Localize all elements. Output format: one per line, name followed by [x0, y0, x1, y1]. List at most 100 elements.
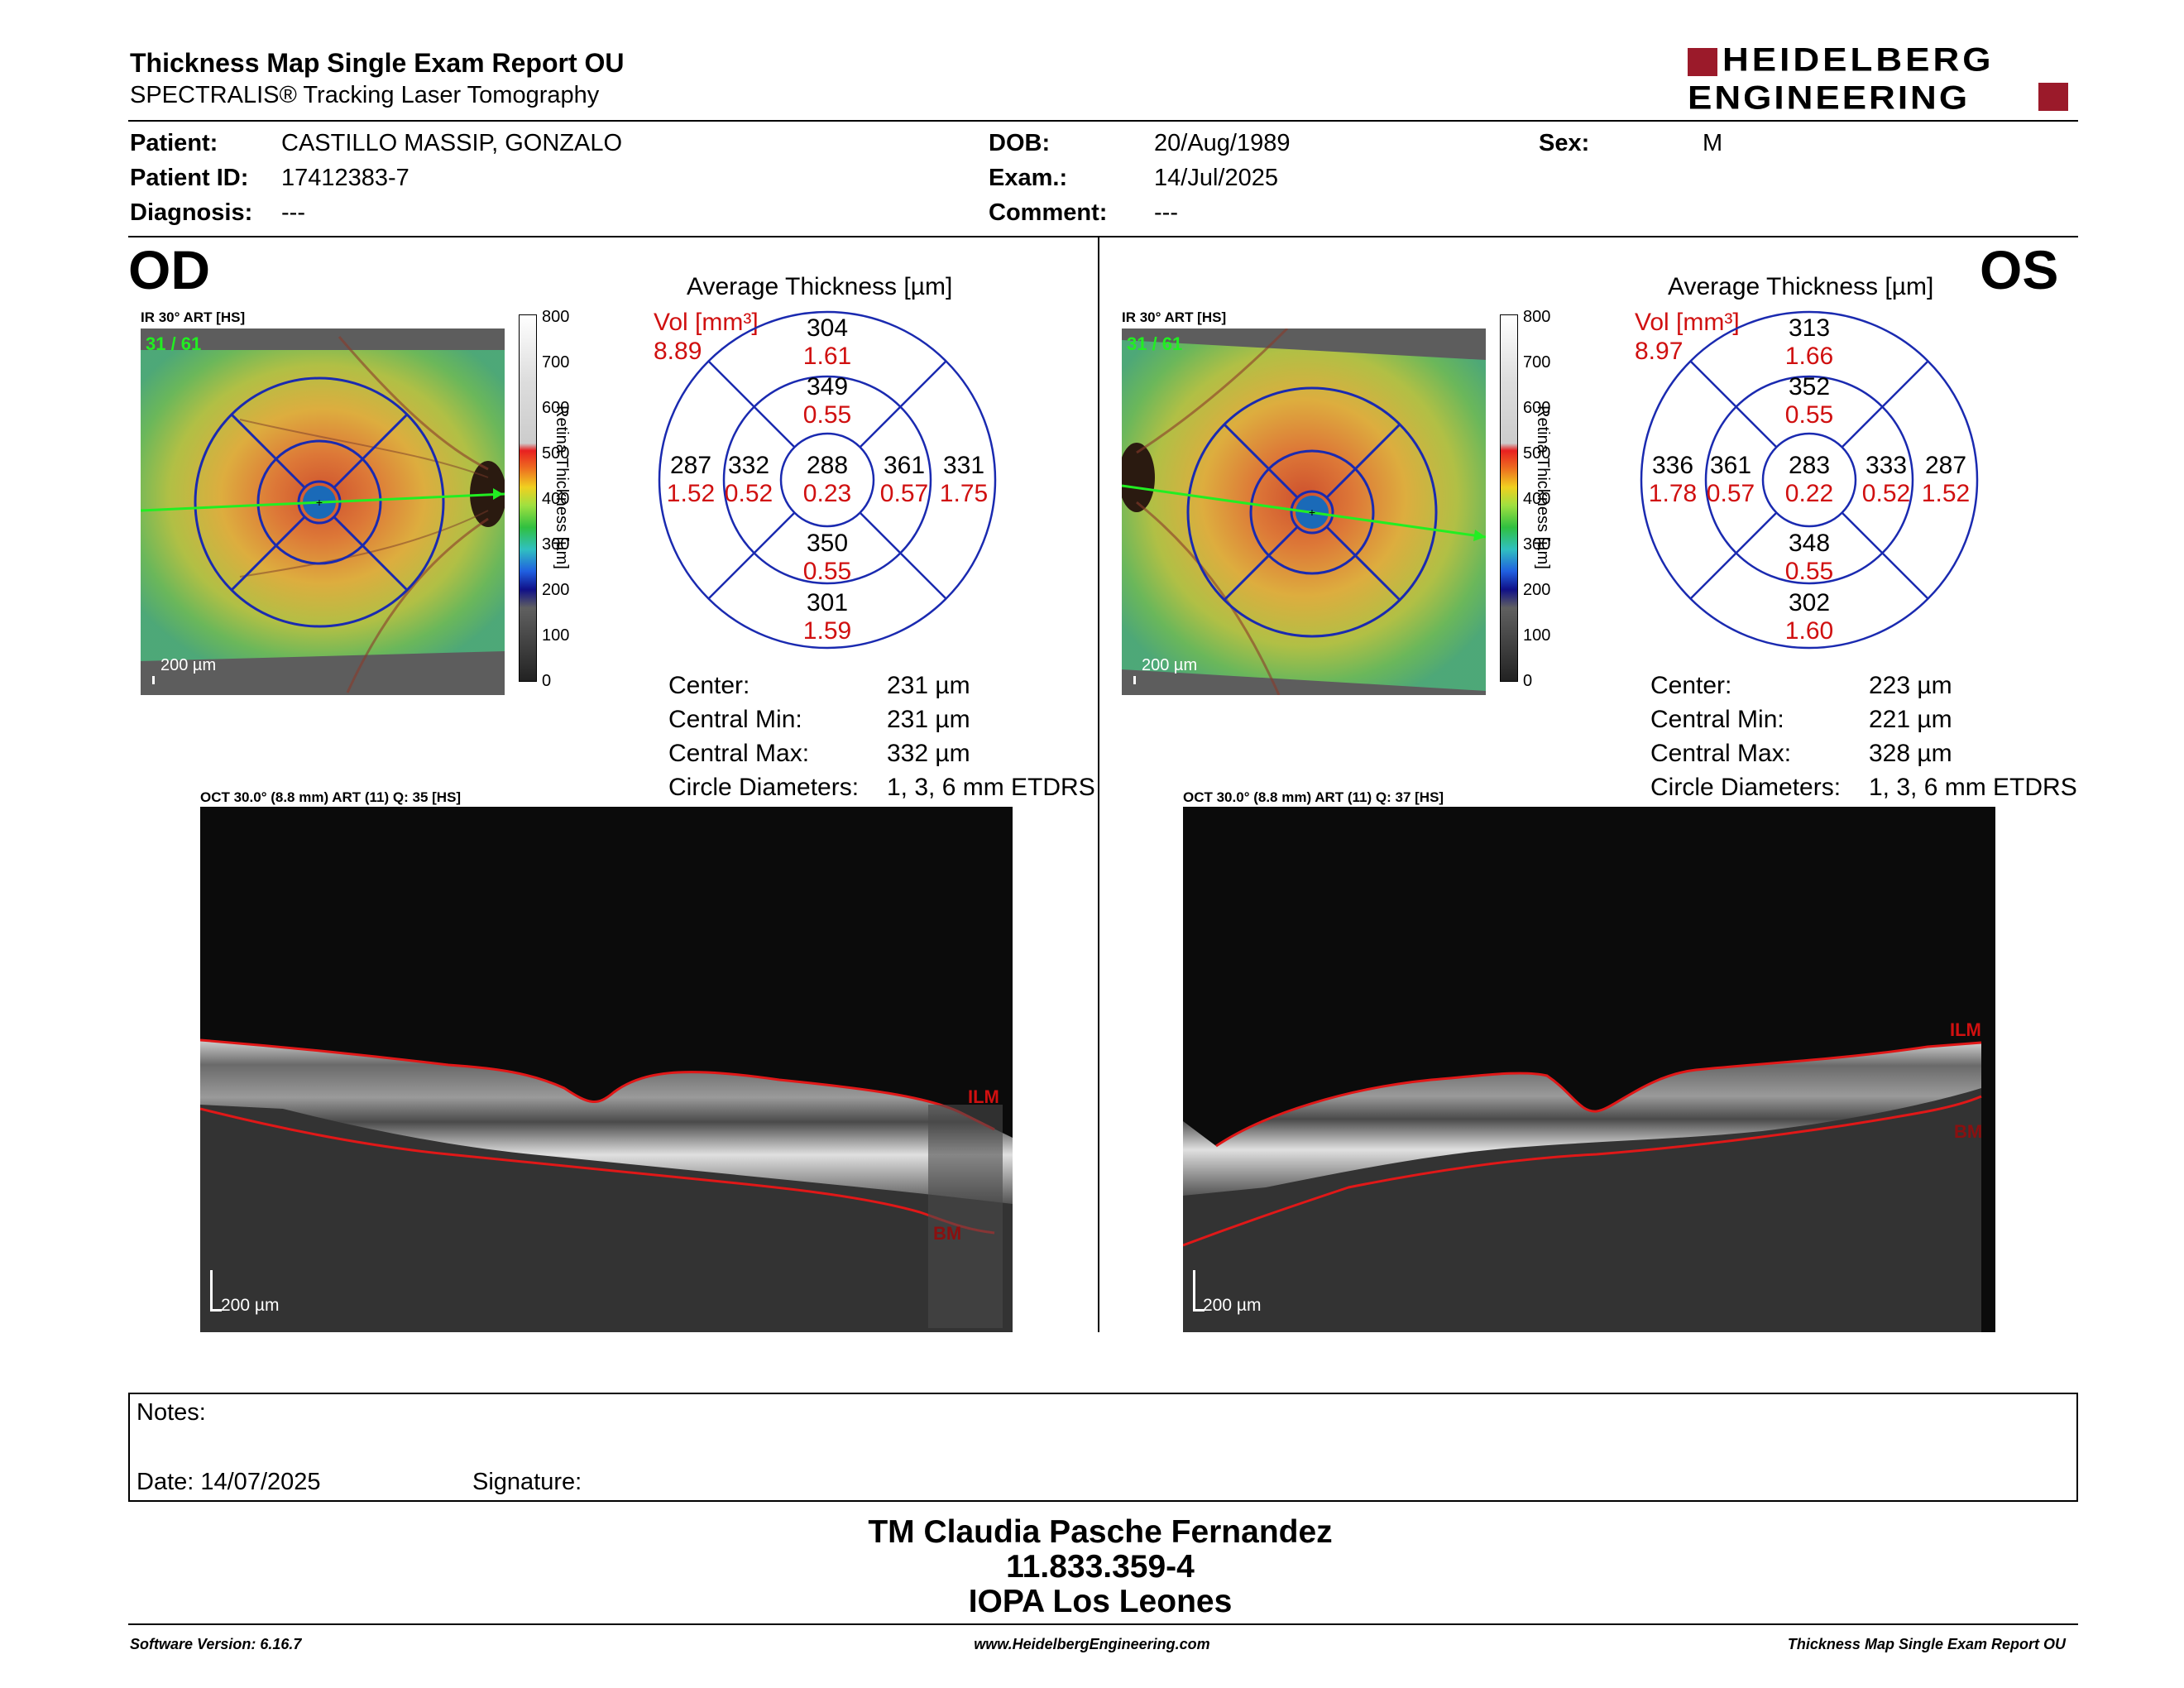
signer-id: 11.833.359-4 [1006, 1549, 1195, 1585]
od-stat-value: 332 µm [887, 740, 970, 767]
od-stat-label: Central Min: [668, 706, 802, 733]
od-temporal-inner: 332 0.52 [721, 452, 776, 508]
colorbar-tick-label: 200 [1523, 581, 1551, 599]
patient-rule [128, 236, 2078, 237]
os-stats: Center: 223 µm Central Min: 221 µm Central… [1650, 669, 2077, 804]
os-inferior-inner: 348 0.55 [1783, 530, 1836, 586]
comment: --- [1154, 199, 1178, 226]
os-superior-inner: 352 0.55 [1783, 373, 1836, 429]
od-colorbar-label: Retina Thickness [µm] [553, 405, 571, 569]
svg-text:+: + [316, 496, 323, 509]
od-superior-inner: 349 0.55 [801, 373, 854, 429]
os-stat-row: Central Min: 221 µm [1650, 703, 2077, 736]
od-stat-row: Center: 231 µm [668, 669, 1095, 703]
od-superior-outer: 304 1.61 [801, 314, 854, 371]
os-oct-scale: 200 µm [1203, 1296, 1262, 1315]
os-superior-outer: 313 1.66 [1783, 314, 1836, 371]
od-nasal-inner: 361 0.57 [877, 452, 932, 508]
od-temporal-outer-vol: 1.52 [666, 480, 716, 507]
report-title: Thickness Map Single Exam Report OU [130, 48, 625, 78]
od-center-vol: 0.23 [802, 480, 852, 507]
od-stat-value: 1, 3, 6 mm ETDRS [887, 774, 1095, 801]
od-stat-row: Central Max: 332 µm [668, 736, 1095, 770]
os-vol-label: Vol [mm³] [1635, 309, 1740, 336]
colorbar-tick-label: 100 [542, 626, 570, 645]
od-center-thickness: 288 [806, 452, 849, 479]
os-superior-inner-vol: 0.55 [1784, 401, 1834, 429]
os-stat-row: Center: 223 µm [1650, 669, 2077, 703]
sex: M [1703, 130, 1723, 156]
os-inferior-inner-thickness: 348 [1788, 530, 1831, 557]
os-nasal-outer-thickness: 287 [1924, 452, 1967, 479]
os-inferior-inner-vol: 0.55 [1784, 558, 1834, 585]
colorbar-tick-label: 0 [1523, 672, 1533, 690]
os-temporal-outer-vol: 1.78 [1648, 480, 1698, 507]
os-stat-label: Central Max: [1650, 740, 1792, 767]
od-inferior-outer-thickness: 301 [806, 589, 849, 616]
website-link[interactable]: www.HeidelbergEngineering.com [974, 1636, 1210, 1652]
od-temporal-inner-thickness: 332 [727, 452, 770, 479]
od-eye-label: OD [128, 239, 210, 300]
od-ir-label: IR 30° ART [HS] [141, 309, 246, 325]
patient-name: CASTILLO MASSIP, GONZALO [281, 130, 623, 156]
od-nasal-outer-thickness: 331 [942, 452, 985, 479]
od-stat-row: Circle Diameters: 1, 3, 6 mm ETDRS [668, 770, 1095, 804]
od-oct-scale: 200 µm [221, 1296, 280, 1315]
od-nasal-outer-vol: 1.75 [939, 480, 989, 507]
os-temporal-inner-vol: 0.57 [1706, 480, 1755, 507]
colorbar-tick-label: 400 [542, 490, 570, 508]
od-inferior-outer: 301 1.59 [801, 589, 854, 645]
patient-id: 17412383-7 [281, 165, 410, 191]
signature-label: Signature: [472, 1469, 582, 1495]
colorbar-tick-label: 500 [1523, 444, 1551, 463]
os-stat-label: Center: [1650, 672, 1732, 699]
header-rule [128, 120, 2078, 122]
svg-text:+: + [1309, 506, 1315, 519]
os-frame-counter: 31 / 61 [1127, 333, 1183, 354]
os-inferior-outer: 302 1.60 [1783, 589, 1836, 645]
od-stat-label: Circle Diameters: [668, 774, 860, 801]
colorbar-tick-label: 700 [1523, 353, 1551, 372]
od-nasal-inner-thickness: 361 [883, 452, 926, 479]
od-etdrs-grid [658, 310, 997, 650]
od-colorbar-ticks: 800 700 600 500 400 300 200 100 0 [542, 308, 592, 690]
os-oct-label: OCT 30.0° (8.8 mm) ART (11) Q: 37 [HS] [1183, 789, 1444, 805]
os-eye-label: OS [1980, 239, 2059, 300]
od-stat-row: Central Min: 231 µm [668, 703, 1095, 736]
exam-label: Exam.: [989, 165, 1068, 191]
heidelberg-logo: HEIDELBERG ENGINEERING [1688, 41, 2068, 116]
od-stat-value: 231 µm [887, 706, 970, 733]
exam-date: 14/Jul/2025 [1154, 165, 1278, 191]
colorbar-tick-label: 600 [1523, 399, 1551, 417]
os-vol-value: 8.97 [1635, 338, 1684, 365]
os-nasal-outer-vol: 1.52 [1921, 480, 1971, 507]
os-center: 283 0.22 [1783, 452, 1836, 508]
od-superior-inner-vol: 0.55 [802, 401, 852, 429]
od-oct-bscan [200, 807, 1013, 1332]
os-avg-title: Average Thickness [µm] [1668, 273, 1934, 300]
od-nasal-inner-vol: 0.57 [879, 480, 929, 507]
footer-rule [128, 1623, 2078, 1625]
notes-date: Date: 14/07/2025 [136, 1469, 321, 1495]
od-stat-value: 231 µm [887, 672, 970, 699]
od-inferior-inner-thickness: 350 [806, 530, 849, 557]
footer-report-name: Thickness Map Single Exam Report OU [1787, 1636, 2066, 1652]
od-fundus-thickness-map: + [141, 328, 505, 695]
colorbar-tick-label: 200 [542, 581, 570, 599]
os-stat-value: 328 µm [1869, 740, 1952, 767]
os-superior-outer-thickness: 313 [1788, 314, 1831, 342]
os-colorbar [1500, 314, 1518, 682]
logo-line1: HEIDELBERG [1722, 41, 1995, 79]
os-nasal-inner-vol: 0.52 [1861, 480, 1911, 507]
od-stat-label: Center: [668, 672, 750, 699]
od-inferior-outer-vol: 1.59 [802, 617, 852, 645]
os-colorbar-label: Retina Thickness [µm] [1534, 405, 1552, 569]
notes-box[interactable]: Notes: Date: 14/07/2025 Signature: [128, 1393, 2078, 1502]
os-stat-label: Central Min: [1650, 706, 1784, 733]
od-vol-label: Vol [mm³] [654, 309, 759, 336]
od-stat-label: Central Max: [668, 740, 810, 767]
signer-place: IOPA Los Leones [968, 1584, 1233, 1619]
od-inferior-inner: 350 0.55 [801, 530, 854, 586]
os-stat-label: Circle Diameters: [1650, 774, 1842, 801]
os-oct-bscan [1183, 807, 1995, 1332]
